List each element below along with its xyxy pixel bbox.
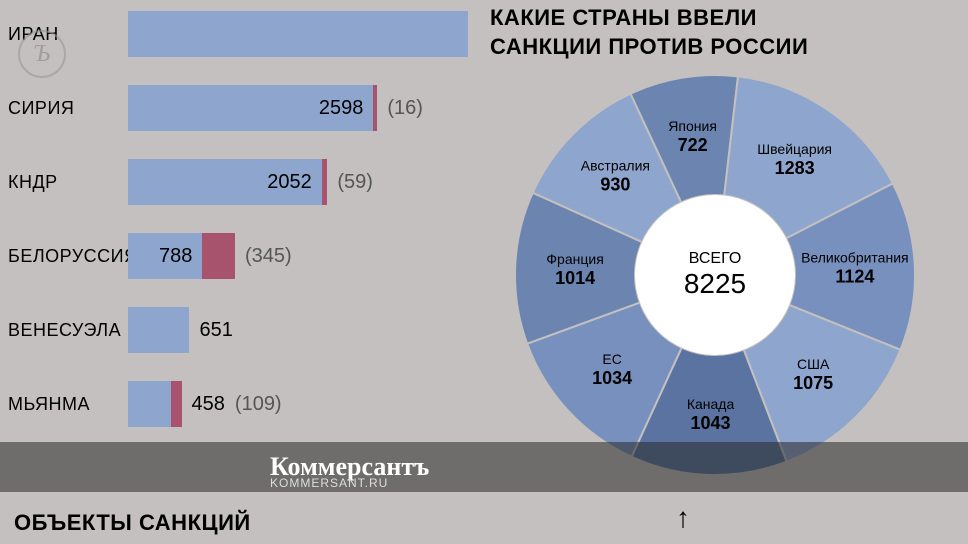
donut-slice-value: 1283 [775, 158, 815, 178]
donut-slice-name: Швейцария [757, 141, 832, 157]
bar-secondary-value: (109) [235, 393, 282, 416]
bar-label: КНДР [0, 172, 128, 193]
donut-slice-value: 930 [600, 175, 630, 195]
bar-secondary [373, 85, 377, 131]
donut-slice-value: 1014 [555, 268, 595, 288]
donut-slice-value: 1075 [793, 373, 833, 393]
bar-track: 651 [128, 307, 480, 353]
bar-row: БЕЛОРУССИЯ788 (345) [0, 222, 480, 290]
bar-main: 2052 [128, 159, 322, 205]
donut-slice-value: 1043 [691, 413, 731, 433]
bar-label: МЬЯНМА [0, 394, 128, 415]
bar-track: 458 (109) [128, 381, 480, 427]
watermark-url: KOMMERSANT.RU [270, 476, 388, 490]
bar-main [128, 381, 171, 427]
bar-secondary-value: (345) [245, 245, 292, 268]
donut-title: КАКИЕ СТРАНЫ ВВЕЛИ САНКЦИИ ПРОТИВ РОССИИ [480, 0, 968, 61]
donut-chart: Япония722 Швейцария1283 Великобритания1124… [515, 75, 915, 475]
donut-slice-name: Франция [546, 251, 603, 267]
donut-slice-value: 1124 [835, 267, 874, 287]
bar-main [128, 11, 468, 57]
bar-secondary-value: (16) [387, 97, 423, 120]
donut-center: ВСЕГО 8225 [665, 225, 765, 325]
donut-slice-value: 1034 [592, 368, 632, 388]
bar-main: 2598 [128, 85, 373, 131]
donut-slice-value: 722 [678, 135, 708, 155]
donut-center-value: 8225 [684, 268, 746, 300]
bar-row: ВЕНЕСУЭЛА 651 [0, 296, 480, 364]
bar-track: 2598 (16) [128, 85, 480, 131]
bar-secondary [171, 381, 181, 427]
bar-track: 788 (345) [128, 233, 480, 279]
logo-glyph: Ъ [34, 41, 50, 68]
bar-main: 788 [128, 233, 202, 279]
bar-row: ИРАН [0, 0, 480, 68]
bar-label: СИРИЯ [0, 98, 128, 119]
bar-main-value: 458 [192, 393, 225, 416]
bar-label: ИРАН [0, 24, 128, 45]
donut-center-label: ВСЕГО [689, 250, 742, 268]
bottom-heading: ОБЪЕКТЫ САНКЦИЙ [14, 510, 251, 536]
bar-track [128, 11, 480, 57]
watermark-bar: Коммерсантъ KOMMERSANT.RU [0, 442, 968, 492]
donut-title-line2: САНКЦИИ ПРОТИВ РОССИИ [490, 34, 808, 59]
donut-slice-name: ЕС [602, 351, 621, 367]
donut-slice-name: Канада [687, 396, 735, 412]
donut-slice-name: Великобритания [801, 250, 909, 266]
bar-main-value: 651 [199, 319, 232, 342]
donut-slice-name: Австралия [581, 158, 650, 174]
donut-slice-name: США [797, 356, 830, 372]
bar-secondary-value: (59) [337, 171, 373, 194]
bar-track: 2052 (59) [128, 159, 480, 205]
bar-row: МЬЯНМА 458 (109) [0, 370, 480, 438]
kommersant-logo: Ъ [18, 30, 66, 78]
bar-row: СИРИЯ2598 (16) [0, 74, 480, 142]
bar-main [128, 307, 189, 353]
bar-label: БЕЛОРУССИЯ [0, 246, 128, 267]
bar-secondary [202, 233, 235, 279]
bar-label: ВЕНЕСУЭЛА [0, 320, 128, 341]
donut-slice-name: Япония [668, 118, 717, 134]
arrow-up-icon: ↑ [676, 502, 690, 534]
bar-row: КНДР2052 (59) [0, 148, 480, 216]
donut-title-line1: КАКИЕ СТРАНЫ ВВЕЛИ [490, 5, 757, 30]
bar-secondary [322, 159, 328, 205]
